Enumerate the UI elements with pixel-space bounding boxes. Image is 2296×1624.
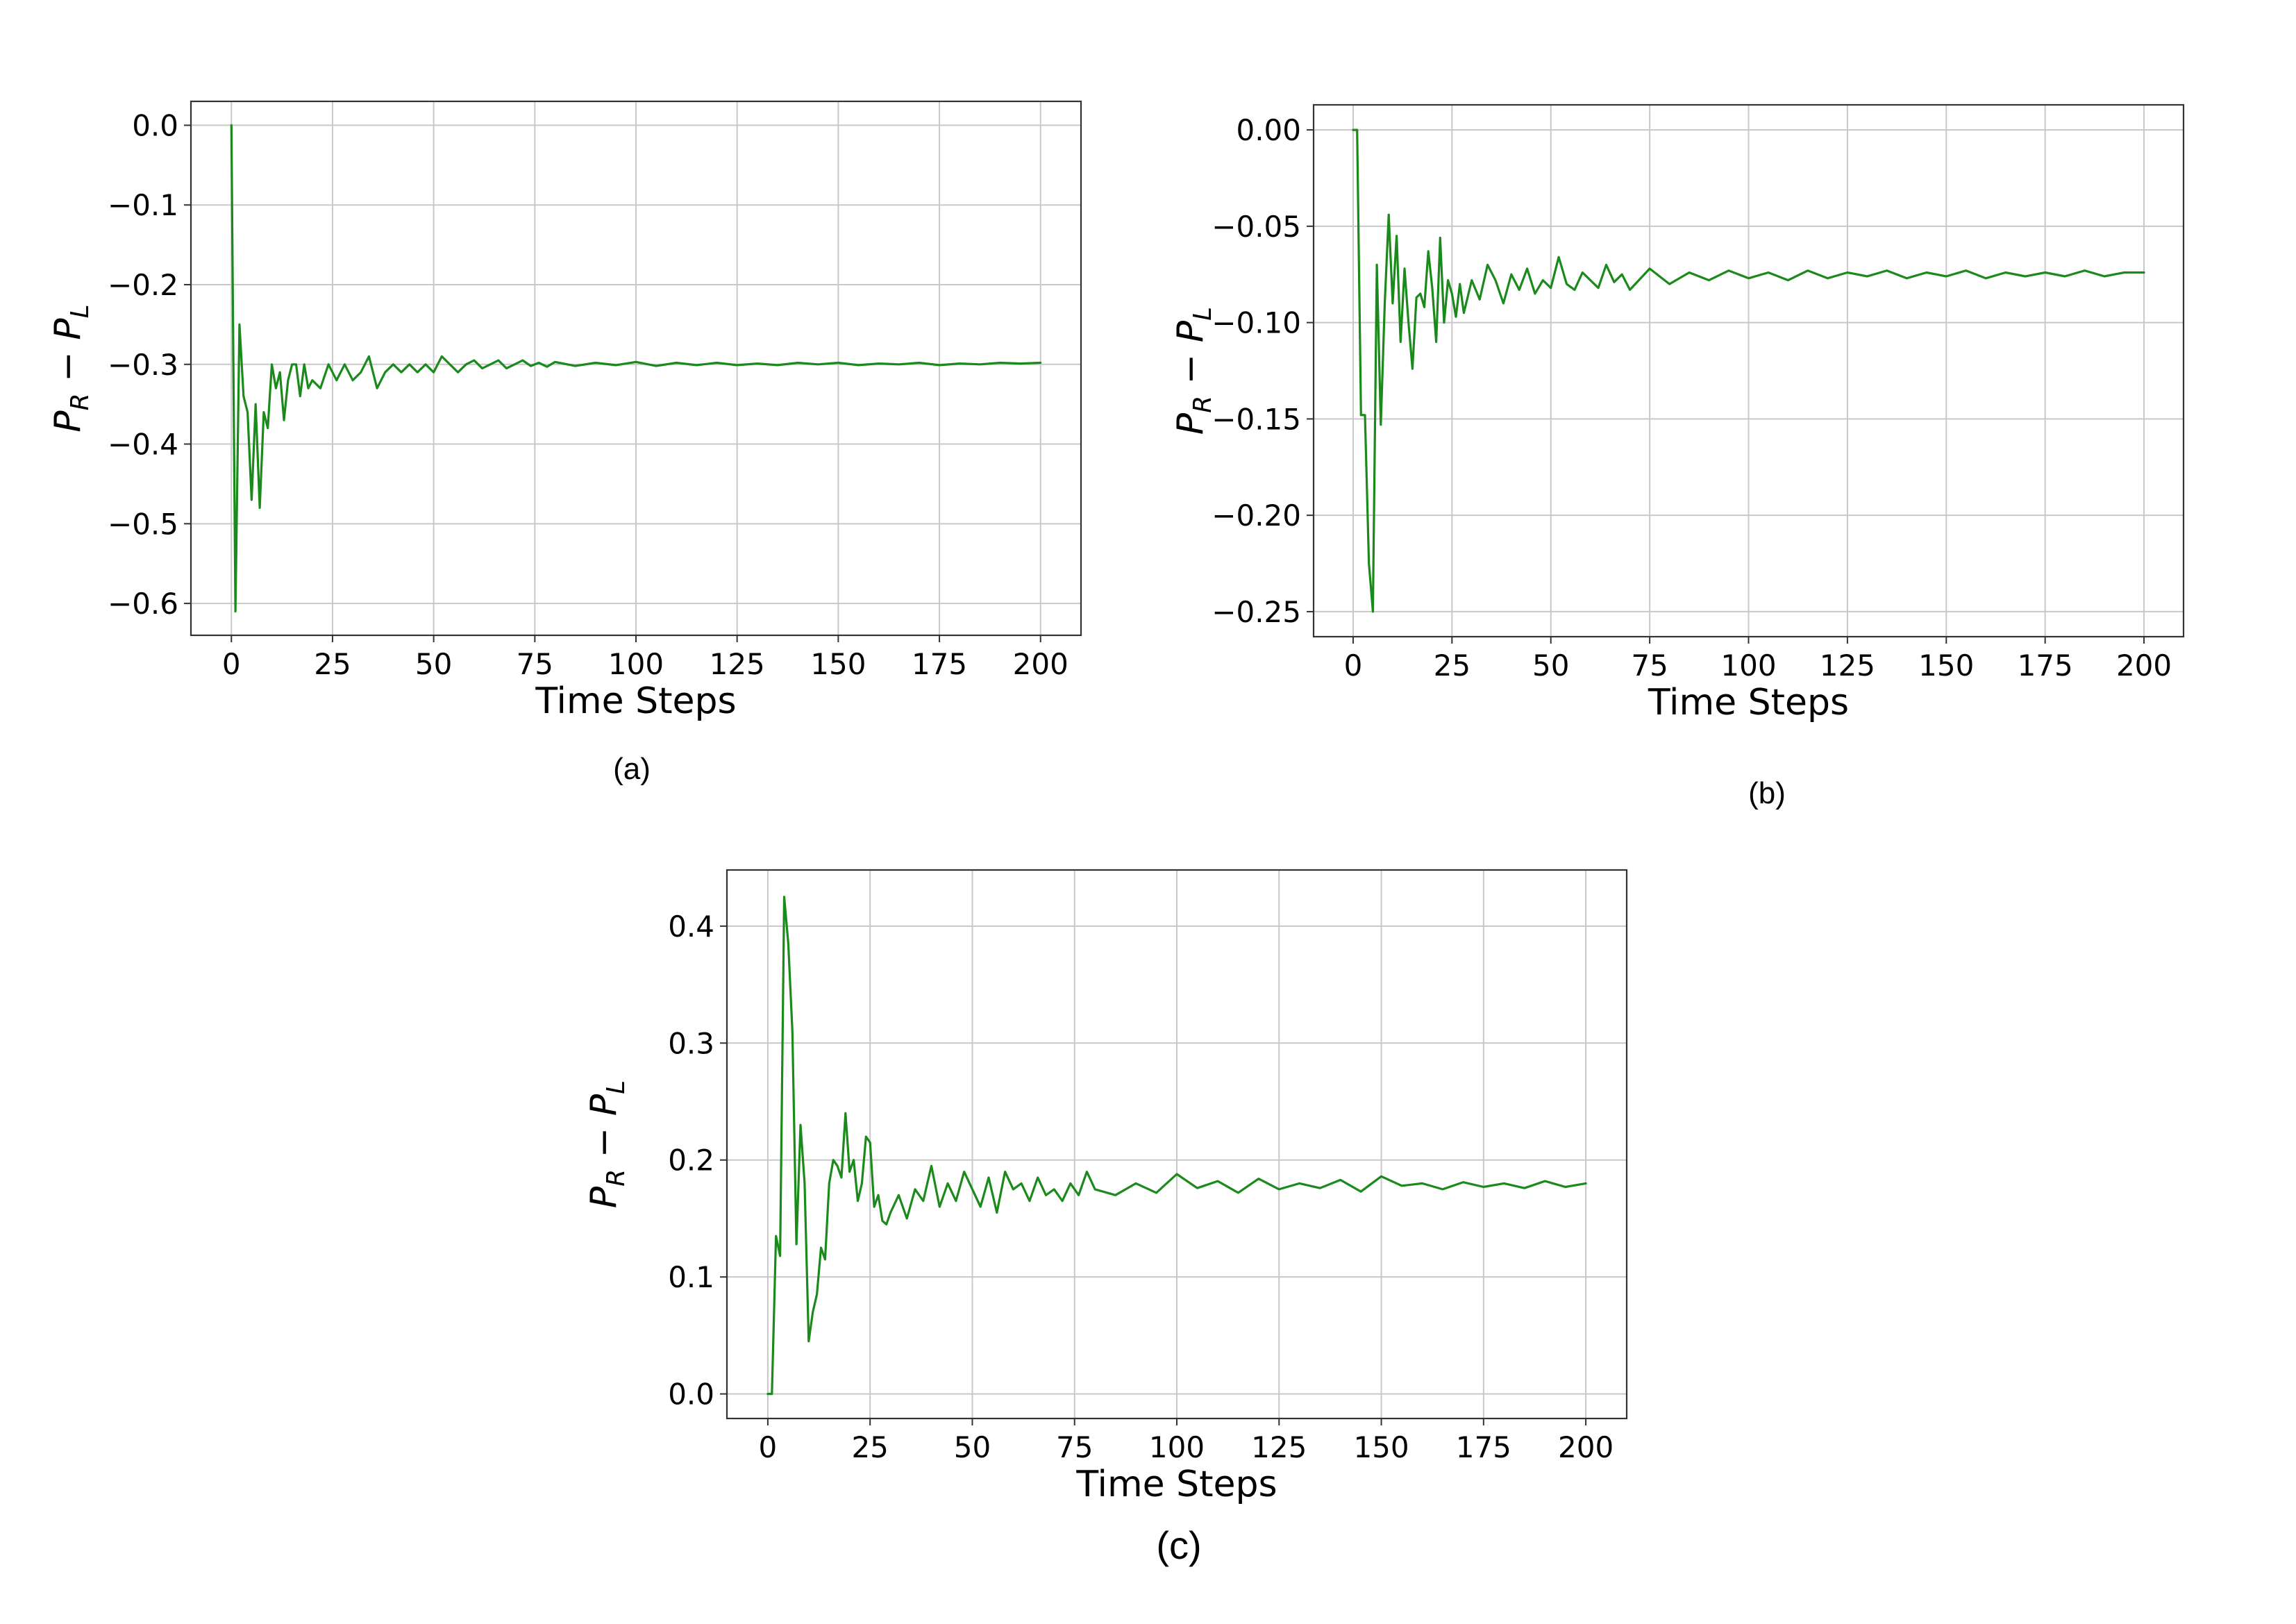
y-tick-label: −0.15 xyxy=(1212,402,1301,436)
series-line xyxy=(1352,128,2145,613)
y-tick-label: 0.0 xyxy=(668,1378,714,1412)
x-tick-label: 100 xyxy=(1149,1430,1205,1464)
y-tick-label: 0.4 xyxy=(668,910,714,944)
x-tick-label: 150 xyxy=(810,647,866,681)
y-axis-title: PR − PL xyxy=(47,304,94,432)
x-tick-label: 50 xyxy=(415,647,452,681)
x-tick-label: 0 xyxy=(1344,648,1363,683)
y-tick-label: −0.05 xyxy=(1212,210,1301,244)
x-tick-label: 200 xyxy=(2116,648,2172,683)
x-tick-label: 25 xyxy=(1434,648,1470,683)
series-line xyxy=(766,896,1587,1396)
x-tick-label: 200 xyxy=(1558,1430,1614,1464)
y-axis-title: PR − PL xyxy=(583,1080,630,1208)
y-axis-title: PR − PL xyxy=(1170,307,1217,435)
x-tick-label: 125 xyxy=(1251,1430,1307,1464)
x-tick-label: 175 xyxy=(1456,1430,1511,1464)
x-tick-label: 0 xyxy=(222,647,241,681)
y-tick-label: −0.25 xyxy=(1212,595,1301,629)
x-tick-label: 25 xyxy=(314,647,351,681)
chart-panel-a: 0 25 50 75 100 125 150 175 200 0.0 −0.1 −0.2 −0.3 −0.… xyxy=(47,100,1082,722)
x-tick-label: 75 xyxy=(517,647,553,681)
series-line xyxy=(230,124,1042,613)
x-tick-label: 150 xyxy=(1918,648,1974,683)
x-tick-label: 150 xyxy=(1353,1430,1409,1464)
y-tick-label: −0.6 xyxy=(108,587,178,621)
y-tick-label: 0.0 xyxy=(132,108,178,142)
y-tick-label: −0.1 xyxy=(108,188,178,222)
y-tick-label: −0.3 xyxy=(108,348,178,382)
x-tick-label: 50 xyxy=(1532,648,1569,683)
x-tick-label: 175 xyxy=(912,647,967,681)
caption-c: (c) xyxy=(1156,1523,1201,1567)
y-tick-label: −0.20 xyxy=(1212,499,1301,533)
y-tick-label: −0.10 xyxy=(1212,306,1301,340)
x-tick-label: 75 xyxy=(1056,1430,1093,1464)
x-tick-label: 100 xyxy=(608,647,664,681)
x-tick-label: 0 xyxy=(759,1430,778,1464)
x-tick-label: 200 xyxy=(1013,647,1069,681)
x-tick-label: 125 xyxy=(710,647,765,681)
y-tick-label: 0.3 xyxy=(668,1026,714,1060)
x-axis-title: Time Steps xyxy=(1648,682,1849,723)
y-tick-label: −0.4 xyxy=(108,428,178,462)
caption-a: (a) xyxy=(613,752,651,786)
x-tick-label: 175 xyxy=(2018,648,2073,683)
x-axis-title: Time Steps xyxy=(1075,1464,1277,1505)
y-tick-label: 0.2 xyxy=(668,1144,714,1178)
x-axis-title: Time Steps xyxy=(535,680,736,722)
y-tick-label: 0.00 xyxy=(1236,113,1301,147)
caption-b: (b) xyxy=(1748,776,1786,810)
x-tick-label: 50 xyxy=(954,1430,991,1464)
chart-panel-b: 0 25 50 75 100 125 150 175 200 0.00 −0.05 −0.10 −0.1… xyxy=(1170,103,2185,723)
y-tick-label: −0.5 xyxy=(108,507,178,541)
x-tick-label: 75 xyxy=(1631,648,1668,683)
chart-panel-c: 0 25 50 75 100 125 150 175 200 0.0 0.1 0.2 0.3 0.4 Tim… xyxy=(583,869,1628,1505)
y-tick-label: −0.2 xyxy=(108,268,178,302)
y-tick-label: 0.1 xyxy=(668,1260,714,1294)
x-tick-label: 125 xyxy=(1820,648,1875,683)
x-tick-label: 25 xyxy=(851,1430,888,1464)
x-tick-label: 100 xyxy=(1720,648,1776,683)
